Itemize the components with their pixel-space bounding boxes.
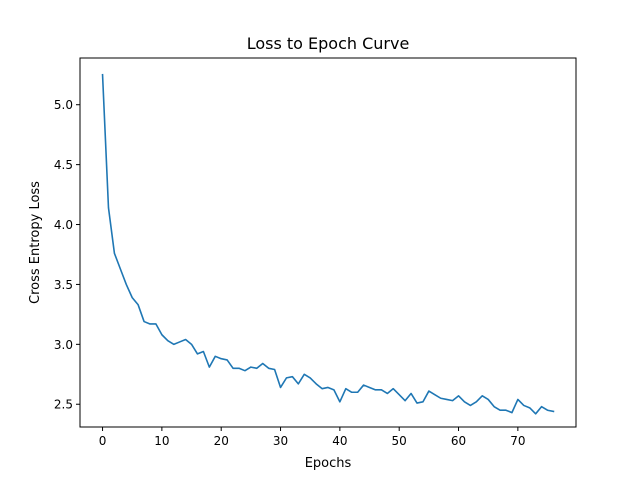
y-tick-label: 5.0 <box>54 98 73 112</box>
y-tick-label: 4.0 <box>54 218 73 232</box>
x-axis: 0 10 20 30 40 50 60 70 <box>99 427 525 448</box>
x-tick-label: 50 <box>392 434 407 448</box>
y-tick-label: 2.5 <box>54 398 73 412</box>
x-tick-label: 0 <box>99 434 107 448</box>
x-tick-label: 30 <box>273 434 288 448</box>
x-axis-label: Epochs <box>305 456 352 471</box>
x-tick-label: 20 <box>214 434 229 448</box>
y-tick-label: 3.5 <box>54 278 73 292</box>
y-tick-label: 3.0 <box>54 338 73 352</box>
chart-title: Loss to Epoch Curve <box>247 34 410 53</box>
x-tick-label: 40 <box>332 434 347 448</box>
x-tick-label: 10 <box>154 434 169 448</box>
y-axis-label: Cross Entropy Loss <box>28 181 43 304</box>
plot-area <box>101 73 555 415</box>
x-tick-label: 70 <box>510 434 525 448</box>
axes-frame <box>79 57 577 428</box>
x-tick-label: 60 <box>451 434 466 448</box>
y-axis: 2.5 3.0 3.5 4.0 4.5 5.0 <box>54 98 80 412</box>
y-tick-label: 4.5 <box>54 158 73 172</box>
loss-series-line <box>101 73 555 415</box>
